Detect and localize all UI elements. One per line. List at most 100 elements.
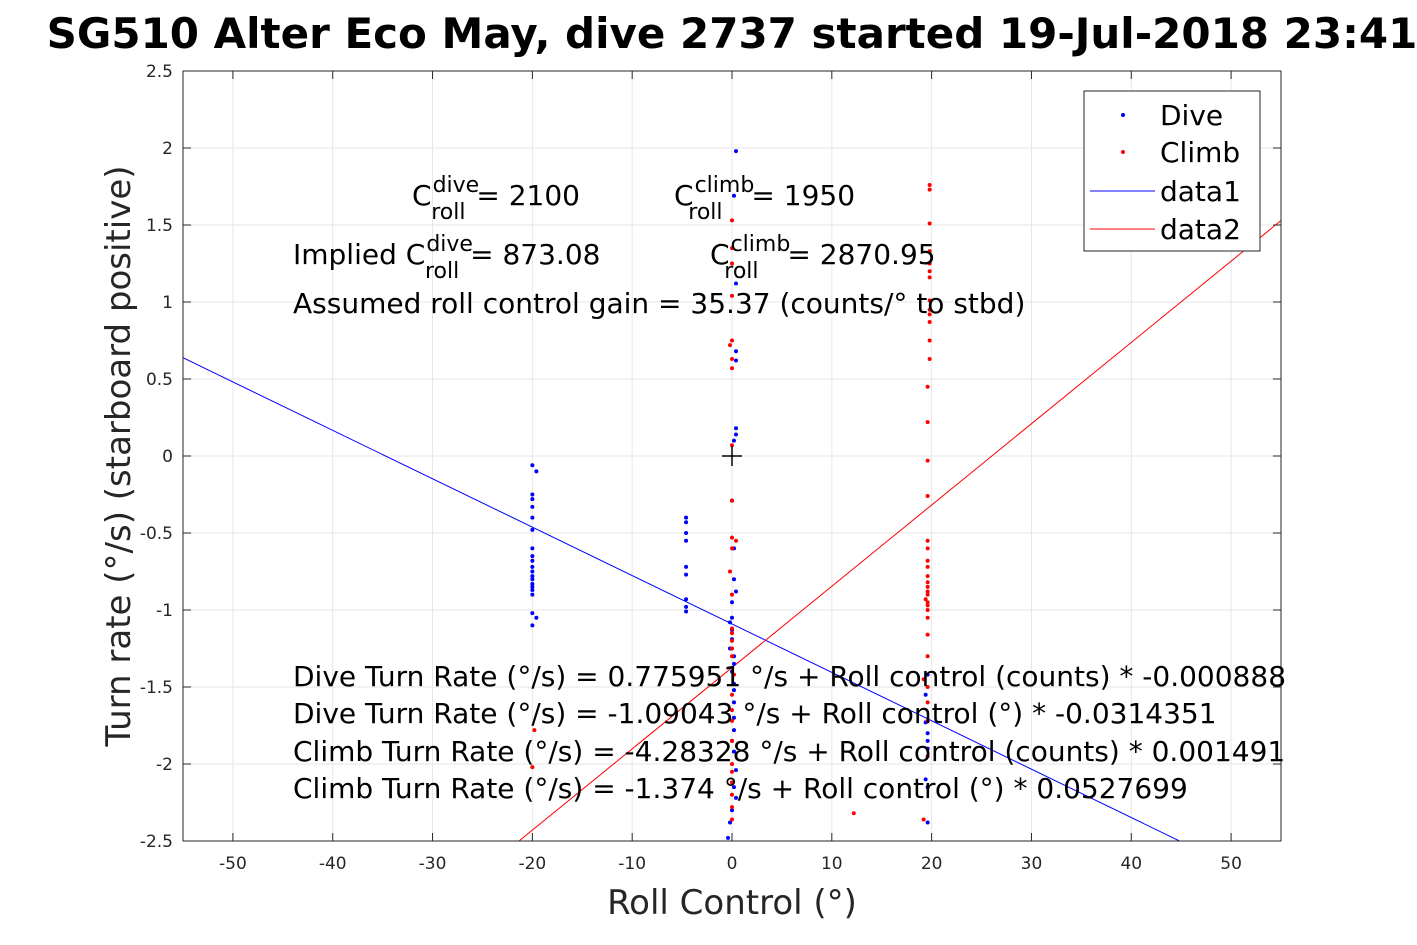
x-tick-label: -10 — [618, 854, 646, 874]
climb-equation-counts: Climb Turn Rate (°/s) = -4.28328 °/s + R… — [293, 735, 1285, 768]
climb-point — [730, 338, 734, 343]
dive-point — [925, 746, 930, 751]
dive-point — [684, 515, 689, 520]
dive-point — [684, 604, 689, 609]
dive-point — [731, 785, 736, 790]
x-tick-label: -50 — [219, 854, 247, 874]
dive-point — [530, 463, 535, 468]
x-tick-label: 30 — [1021, 854, 1043, 874]
dive-point — [726, 835, 731, 840]
dive-point — [733, 149, 738, 154]
x-tick-label: -40 — [319, 854, 347, 874]
axis-ticks: -50 -40 -30 -20 -10 0 10 20 30 40 50 2.5 2 1.5 1 0.5 0 -0… — [140, 62, 1281, 874]
c-climb-annotation: Cclimb roll = 1950 — [674, 173, 855, 225]
dive-point — [534, 615, 539, 620]
dive-point — [534, 469, 539, 474]
dive-point — [684, 572, 689, 577]
climb-point — [730, 546, 734, 551]
implied-climb-annotation: Cclimb roll = 2870.95 — [710, 232, 936, 284]
climb-point — [925, 685, 930, 689]
climb-point — [925, 654, 930, 659]
climb-point — [730, 626, 734, 631]
dive-point — [733, 358, 738, 363]
dive-point — [530, 577, 535, 582]
climb-point — [925, 592, 930, 597]
y-tick-label: 1.5 — [146, 216, 173, 236]
dive-point — [925, 785, 930, 790]
climb-point — [927, 187, 932, 192]
dive-point — [731, 681, 736, 686]
climb-point — [925, 700, 930, 705]
climb-point — [730, 443, 734, 448]
climb-point — [730, 738, 734, 743]
dive-point — [530, 497, 535, 502]
implied-dive-annotation: Implied Cdive roll = 873.08 — [293, 232, 600, 284]
climb-point — [925, 558, 930, 563]
climb-point — [730, 708, 734, 713]
climb-point — [925, 580, 930, 585]
data1-fit-line — [183, 357, 1181, 841]
y-tick-label: -1 — [156, 601, 173, 621]
chart-title: SG510 Alter Eco May, dive 2737 started 1… — [47, 9, 1417, 58]
dive-point — [530, 558, 535, 563]
dive-point — [728, 820, 733, 825]
dive-point — [530, 592, 535, 597]
dive-point — [731, 700, 736, 705]
climb-point — [925, 420, 930, 425]
x-tick-label: -20 — [518, 854, 546, 874]
climb-point — [927, 298, 932, 303]
dive-point — [733, 426, 738, 431]
climb-point — [733, 538, 738, 543]
dive-point — [530, 584, 535, 589]
y-tick-label: 2 — [162, 139, 173, 159]
dive-point — [731, 577, 736, 582]
climb-point — [925, 546, 930, 551]
climb-point — [730, 261, 734, 266]
climb-point — [730, 817, 734, 822]
dive-point — [530, 515, 535, 520]
y-axis-label: Turn rate (°/s) (starboard positive) — [99, 165, 139, 747]
climb-point — [925, 615, 930, 620]
y-tick-label: -0.5 — [140, 524, 173, 544]
climb-point — [851, 811, 856, 816]
climb-point — [730, 366, 734, 371]
climb-point — [730, 646, 734, 651]
climb-point — [921, 677, 926, 682]
legend-box — [1083, 90, 1261, 252]
dive-point — [530, 492, 535, 497]
dive-point — [530, 504, 535, 509]
climb-point — [730, 631, 734, 636]
climb-point — [532, 728, 537, 733]
x-tick-label: 40 — [1120, 854, 1142, 874]
climb-point — [925, 589, 930, 594]
climb-point — [730, 592, 734, 597]
climb-point — [925, 494, 930, 499]
legend-dive-label: Dive — [1160, 99, 1223, 132]
climb-point — [730, 692, 734, 697]
x-tick-label: 20 — [921, 854, 943, 874]
dive-point — [530, 581, 535, 586]
dive-point — [530, 574, 535, 579]
climb-point — [925, 584, 930, 589]
dive-point — [530, 546, 535, 551]
dive-point — [733, 281, 738, 286]
climb-point — [925, 754, 930, 759]
y-tick-label: 0 — [162, 447, 173, 467]
climb-point — [925, 632, 930, 637]
climb-point — [925, 458, 930, 463]
climb-point — [925, 608, 930, 612]
legend-climb-marker — [1121, 150, 1125, 154]
climb-point — [728, 343, 733, 348]
origin-marker — [722, 446, 742, 466]
climb-point — [927, 221, 932, 226]
x-tick-label: 10 — [821, 854, 843, 874]
dive-point — [733, 768, 738, 773]
dive-point — [684, 520, 689, 525]
roll-gain-annotation: Assumed roll control gain = 35.37 (count… — [293, 287, 1025, 320]
dive-point — [530, 623, 535, 628]
dive-point — [684, 597, 689, 602]
climb-point — [927, 275, 932, 280]
y-tick-label: 1 — [162, 293, 173, 313]
dive-point — [530, 554, 535, 559]
dive-point — [731, 728, 736, 733]
